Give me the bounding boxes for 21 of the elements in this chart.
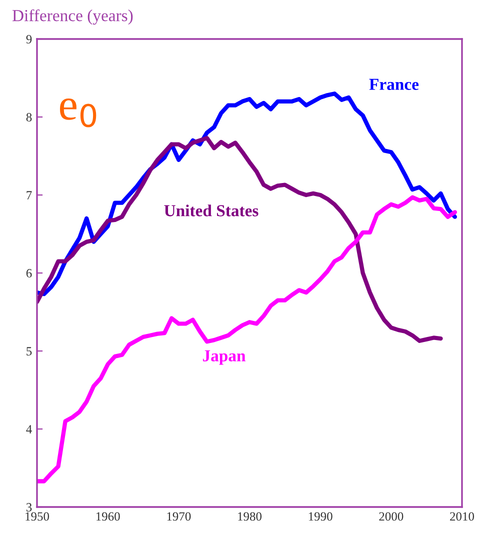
y-axis-title: Difference (years) — [12, 9, 133, 25]
annotation: e$_{0}$ — [60, 98, 96, 128]
x-tick-label: 1970 — [167, 512, 191, 521]
y-tick-label: 3 — [26, 503, 32, 512]
y-tick-label: 7 — [26, 191, 32, 200]
x-tick-label: 1960 — [96, 512, 120, 521]
series-label: United States — [164, 204, 258, 216]
line-series — [37, 136, 443, 343]
y-tick-label: 6 — [26, 269, 32, 278]
y-tick-label: 5 — [26, 347, 32, 356]
x-tick-label: 1950 — [26, 512, 50, 521]
y-tick-label: 4 — [26, 425, 32, 434]
x-tick-label: 2000 — [379, 512, 404, 521]
y-tick-label: 8 — [26, 113, 32, 122]
series-label: Japan — [202, 350, 246, 365]
line-series — [37, 195, 457, 484]
x-tick-label: 2010 — [450, 512, 474, 521]
series-label: France — [369, 78, 419, 90]
x-tick-label: 1990 — [308, 512, 332, 521]
x-tick-label: 1980 — [238, 512, 262, 521]
y-tick-label: 9 — [26, 35, 32, 44]
